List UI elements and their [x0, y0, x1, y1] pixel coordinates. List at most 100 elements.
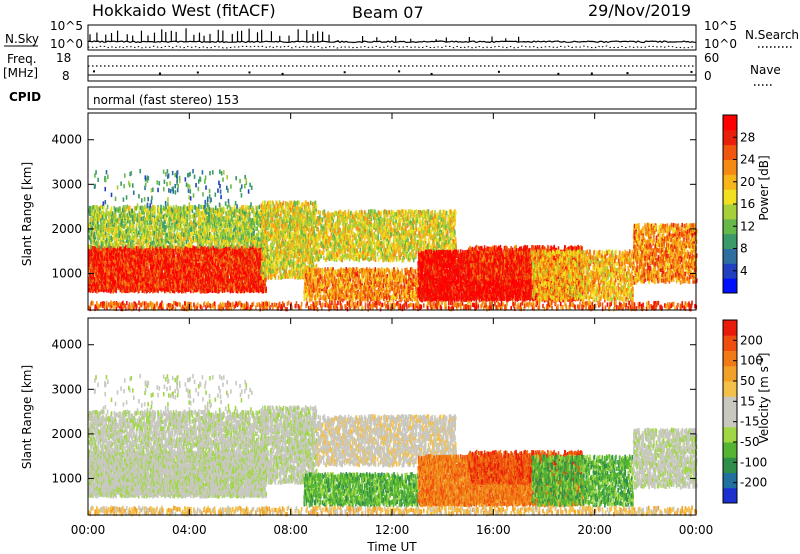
power-cell: [196, 263, 198, 268]
power-cell: [181, 251, 184, 257]
power-cell: [171, 279, 174, 285]
power-cell: [228, 250, 231, 256]
power-cell: [217, 273, 219, 278]
power-cell: [142, 283, 145, 288]
power-cell: [153, 255, 155, 261]
power-cell: [119, 272, 121, 277]
power-cell: [205, 273, 207, 278]
power-cell: [182, 212, 184, 218]
power-cell: [186, 277, 188, 282]
power-cell: [197, 278, 199, 283]
power-cell: [138, 264, 141, 269]
power-cell: [107, 247, 110, 252]
power-cell: [103, 246, 106, 252]
power-cell: [195, 268, 198, 273]
power-cell: [214, 205, 217, 210]
power-cell: [216, 289, 219, 294]
power-cell: [115, 288, 117, 294]
power-cell: [230, 233, 233, 238]
power-cell: [117, 283, 120, 289]
power-cell: [105, 237, 108, 243]
power-cell: [204, 245, 207, 251]
power-cell: [204, 248, 207, 253]
freq-dot: [590, 72, 593, 75]
power-cell: [133, 250, 136, 255]
freq-dot: [196, 71, 199, 74]
power-cell: [161, 253, 164, 258]
power-cell: [127, 252, 129, 257]
power-cell: [227, 256, 230, 261]
power-cell: [129, 266, 131, 272]
power-cell: [194, 278, 197, 284]
power-cell: [122, 224, 125, 229]
power-cell: [102, 262, 105, 267]
power-cell: [167, 246, 170, 251]
power-cell: [114, 280, 117, 285]
power-cell: [168, 259, 171, 265]
power-cell: [169, 262, 171, 268]
power-cell: [97, 268, 100, 274]
freq-dot: [398, 70, 401, 73]
power-cell: [116, 217, 119, 223]
power-cell: [158, 278, 161, 283]
power-cell: [177, 255, 180, 261]
power-cell: [113, 262, 116, 268]
power-cell: [184, 276, 187, 281]
power-cell: [148, 245, 151, 250]
power-cell: [228, 282, 230, 287]
power-cell: [102, 256, 104, 262]
power-cell: [151, 259, 154, 265]
power-cell: [165, 264, 167, 270]
power-cell: [174, 274, 177, 280]
power-cell: [176, 258, 179, 263]
power-cell: [199, 254, 201, 259]
power-cell: [224, 262, 226, 268]
power-cell: [188, 271, 190, 277]
nsearch-label: N.Search: [745, 28, 799, 42]
power-cell: [202, 276, 204, 282]
power-cell: [162, 262, 164, 268]
power-cell: [110, 254, 112, 260]
power-cell: [220, 286, 222, 292]
power-cell: [206, 256, 209, 261]
power-cell: [222, 280, 224, 286]
freq-dot: [690, 70, 693, 73]
power-cell: [211, 256, 214, 261]
power-cell: [169, 274, 171, 280]
power-cell: [218, 254, 221, 260]
power-cell: [95, 248, 98, 253]
power-cell: [177, 281, 179, 286]
power-cell: [152, 283, 155, 288]
power-cell: [201, 247, 203, 253]
power-cell: [188, 232, 191, 237]
power-cell: [224, 268, 226, 274]
power-cell: [203, 287, 205, 292]
power-cell: [188, 274, 191, 279]
power-cell: [232, 262, 235, 267]
power-cell: [229, 244, 231, 250]
power-cell: [139, 270, 142, 276]
power-cell: [164, 255, 167, 261]
power-cell: [126, 250, 128, 255]
power-cell: [129, 236, 132, 241]
power-cell: [226, 253, 229, 259]
power-cell: [154, 278, 156, 284]
power-cell: [133, 276, 136, 281]
power-cell: [142, 288, 144, 293]
nave-label: Nave: [750, 63, 781, 77]
power-cell: [149, 251, 152, 256]
power-cell: [166, 252, 168, 257]
power-cell: [227, 272, 230, 278]
power-cell: [117, 252, 120, 257]
power-cell: [253, 284, 256, 290]
power-cell: [231, 272, 234, 277]
power-cell: [232, 278, 235, 283]
power-cell: [178, 278, 180, 283]
power-cell: [120, 284, 123, 290]
power-cell: [180, 223, 183, 229]
power-cell: [174, 256, 176, 262]
power-cell: [103, 269, 105, 275]
nsky-scale-top: 10^5: [50, 19, 83, 33]
power-cell: [94, 254, 96, 260]
power-cell: [183, 208, 185, 214]
